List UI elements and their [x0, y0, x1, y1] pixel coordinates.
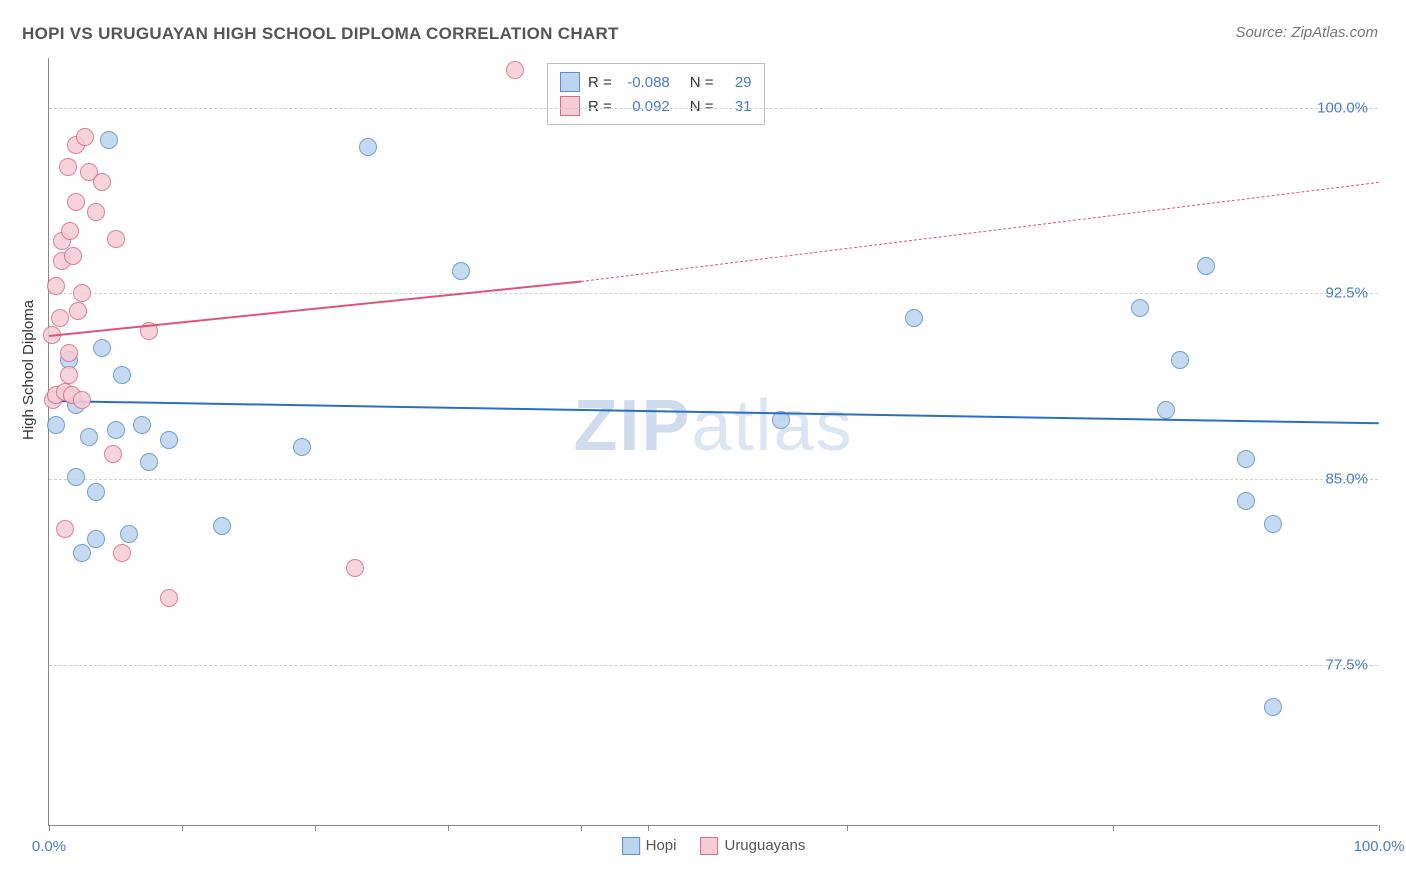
scatter-point-hopi	[1171, 351, 1189, 369]
legend-label-uruguayans: Uruguayans	[724, 837, 805, 854]
chart-title: HOPI VS URUGUAYAN HIGH SCHOOL DIPLOMA CO…	[22, 24, 619, 44]
scatter-point-hopi	[87, 483, 105, 501]
scatter-point-hopi	[140, 453, 158, 471]
source-label: Source: ZipAtlas.com	[1235, 24, 1378, 41]
plot-area: ZIPatlas R = -0.088 N = 29 R = 0.092 N =…	[48, 58, 1378, 826]
scatter-point-hopi	[1264, 698, 1282, 716]
scatter-point-uruguayans	[60, 366, 78, 384]
x-tick	[1379, 825, 1380, 831]
scatter-point-uruguayans	[104, 445, 122, 463]
correlation-legend: R = -0.088 N = 29 R = 0.092 N = 31	[547, 63, 765, 125]
bottom-legend-uruguayans: Uruguayans	[700, 837, 805, 855]
bottom-legend-hopi: Hopi	[622, 837, 677, 855]
legend-swatch-uruguayans	[560, 96, 580, 116]
scatter-point-uruguayans	[67, 193, 85, 211]
x-tick	[49, 825, 50, 831]
y-tick-label: 85.0%	[1325, 471, 1368, 488]
scatter-point-hopi	[93, 339, 111, 357]
scatter-point-hopi	[120, 525, 138, 543]
scatter-point-hopi	[107, 421, 125, 439]
scatter-point-uruguayans	[69, 302, 87, 320]
scatter-point-uruguayans	[93, 173, 111, 191]
x-tick	[182, 825, 183, 831]
swatch-icon	[700, 837, 718, 855]
scatter-point-hopi	[359, 138, 377, 156]
scatter-point-uruguayans	[60, 344, 78, 362]
legend-r-label: R =	[588, 98, 612, 115]
scatter-point-hopi	[160, 431, 178, 449]
scatter-point-uruguayans	[73, 284, 91, 302]
scatter-point-uruguayans	[56, 520, 74, 538]
watermark: ZIPatlas	[573, 385, 853, 467]
scatter-point-hopi	[73, 544, 91, 562]
scatter-point-uruguayans	[64, 247, 82, 265]
bottom-legend: Hopi Uruguayans	[622, 837, 806, 855]
scatter-point-hopi	[113, 366, 131, 384]
legend-n-label: N =	[690, 98, 714, 115]
legend-n-value-hopi: 29	[722, 74, 752, 91]
legend-swatch-hopi	[560, 72, 580, 92]
trend-line	[581, 182, 1379, 282]
x-tick	[648, 825, 649, 831]
scatter-point-uruguayans	[59, 158, 77, 176]
scatter-point-hopi	[1237, 492, 1255, 510]
scatter-point-hopi	[293, 438, 311, 456]
legend-r-value-hopi: -0.088	[620, 74, 670, 91]
scatter-point-uruguayans	[73, 391, 91, 409]
watermark-light: atlas	[691, 386, 853, 466]
scatter-point-hopi	[905, 309, 923, 327]
y-tick-label: 100.0%	[1317, 99, 1368, 116]
grid-line	[49, 479, 1378, 480]
scatter-point-uruguayans	[346, 559, 364, 577]
grid-line	[49, 108, 1378, 109]
scatter-point-hopi	[1157, 401, 1175, 419]
scatter-point-uruguayans	[87, 203, 105, 221]
x-tick-label: 100.0%	[1354, 838, 1405, 855]
scatter-point-hopi	[47, 416, 65, 434]
x-tick	[581, 825, 582, 831]
scatter-point-uruguayans	[47, 277, 65, 295]
y-tick-label: 77.5%	[1325, 656, 1368, 673]
scatter-point-uruguayans	[160, 589, 178, 607]
scatter-point-hopi	[1264, 515, 1282, 533]
legend-row-hopi: R = -0.088 N = 29	[560, 70, 752, 94]
scatter-point-uruguayans	[506, 61, 524, 79]
scatter-point-hopi	[87, 530, 105, 548]
y-axis-label: High School Diploma	[20, 300, 37, 440]
scatter-point-hopi	[80, 428, 98, 446]
x-tick	[315, 825, 316, 831]
scatter-point-hopi	[1131, 299, 1149, 317]
grid-line	[49, 293, 1378, 294]
legend-r-value-uruguayans: 0.092	[620, 98, 670, 115]
scatter-point-hopi	[67, 468, 85, 486]
scatter-point-uruguayans	[61, 222, 79, 240]
grid-line	[49, 665, 1378, 666]
legend-n-label: N =	[690, 74, 714, 91]
legend-r-label: R =	[588, 74, 612, 91]
x-tick-label: 0.0%	[32, 838, 66, 855]
scatter-point-hopi	[100, 131, 118, 149]
scatter-point-uruguayans	[107, 230, 125, 248]
legend-row-uruguayans: R = 0.092 N = 31	[560, 94, 752, 118]
trend-line	[49, 281, 581, 337]
y-tick-label: 92.5%	[1325, 285, 1368, 302]
x-tick	[1113, 825, 1114, 831]
scatter-point-uruguayans	[113, 544, 131, 562]
scatter-point-hopi	[213, 517, 231, 535]
scatter-point-hopi	[133, 416, 151, 434]
trend-line	[49, 400, 1379, 424]
watermark-bold: ZIP	[573, 386, 691, 466]
scatter-point-hopi	[1237, 450, 1255, 468]
scatter-point-uruguayans	[51, 309, 69, 327]
legend-label-hopi: Hopi	[646, 837, 677, 854]
scatter-point-uruguayans	[76, 128, 94, 146]
x-tick	[847, 825, 848, 831]
swatch-icon	[622, 837, 640, 855]
scatter-point-hopi	[452, 262, 470, 280]
legend-n-value-uruguayans: 31	[722, 98, 752, 115]
scatter-point-hopi	[1197, 257, 1215, 275]
x-tick	[448, 825, 449, 831]
